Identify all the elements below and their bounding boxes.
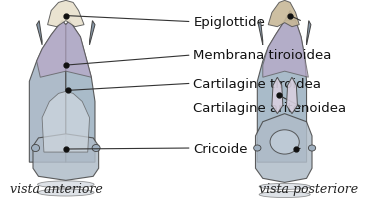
Ellipse shape — [37, 181, 94, 188]
Polygon shape — [33, 134, 99, 181]
Polygon shape — [89, 21, 95, 46]
Polygon shape — [48, 1, 84, 28]
Ellipse shape — [32, 145, 40, 152]
Polygon shape — [306, 21, 311, 46]
Text: Cricoide: Cricoide — [193, 142, 248, 155]
Polygon shape — [268, 1, 299, 28]
Text: Epiglottide: Epiglottide — [193, 16, 265, 29]
Text: vista posteriore: vista posteriore — [259, 182, 358, 195]
Text: Cartilagine aritenoidea: Cartilagine aritenoidea — [193, 102, 346, 114]
Polygon shape — [42, 92, 89, 152]
Polygon shape — [286, 78, 298, 114]
Ellipse shape — [259, 192, 310, 198]
Polygon shape — [37, 21, 91, 78]
Polygon shape — [29, 21, 66, 162]
Ellipse shape — [37, 189, 94, 196]
Text: Cartilagine tiroidea: Cartilagine tiroidea — [193, 78, 322, 90]
Text: vista anteriore: vista anteriore — [10, 182, 103, 195]
Text: Membrana tiroioidea: Membrana tiroioidea — [193, 49, 332, 62]
Polygon shape — [272, 78, 283, 114]
Polygon shape — [263, 21, 308, 78]
Polygon shape — [37, 21, 42, 46]
Ellipse shape — [92, 145, 100, 152]
Ellipse shape — [308, 145, 316, 151]
Ellipse shape — [270, 130, 299, 154]
Polygon shape — [256, 114, 312, 183]
Polygon shape — [66, 21, 95, 162]
Ellipse shape — [259, 184, 310, 190]
Polygon shape — [257, 11, 306, 162]
Polygon shape — [258, 21, 263, 46]
Ellipse shape — [254, 145, 261, 151]
